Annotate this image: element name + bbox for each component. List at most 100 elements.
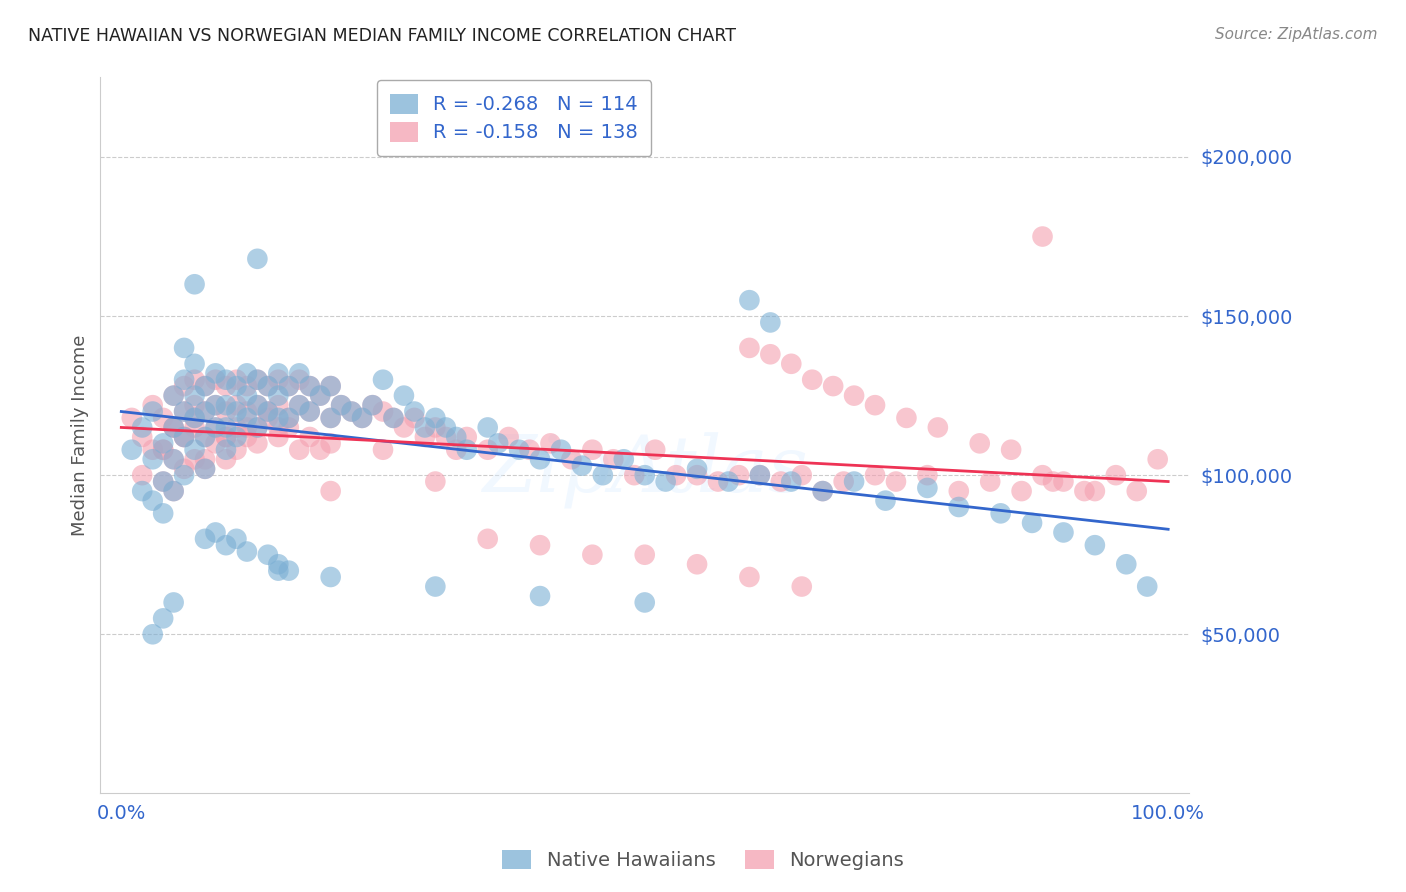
Point — [225, 379, 247, 393]
Point — [319, 411, 342, 425]
Point — [298, 379, 321, 393]
Point — [748, 468, 770, 483]
Point — [288, 398, 311, 412]
Point — [550, 442, 572, 457]
Point — [352, 411, 374, 425]
Point — [382, 411, 405, 425]
Point — [707, 475, 730, 489]
Point — [1136, 580, 1159, 594]
Point — [1031, 229, 1053, 244]
Point — [446, 430, 468, 444]
Point — [204, 436, 226, 450]
Point — [267, 420, 290, 434]
Point — [780, 357, 803, 371]
Point — [162, 595, 184, 609]
Point — [162, 452, 184, 467]
Point — [225, 404, 247, 418]
Point — [790, 580, 813, 594]
Point — [319, 379, 342, 393]
Point — [225, 373, 247, 387]
Point — [738, 341, 761, 355]
Point — [875, 493, 897, 508]
Point — [204, 420, 226, 434]
Point — [194, 462, 217, 476]
Point — [215, 452, 238, 467]
Point — [152, 475, 174, 489]
Point — [352, 411, 374, 425]
Point — [382, 411, 405, 425]
Point — [434, 430, 457, 444]
Point — [173, 462, 195, 476]
Point — [183, 357, 205, 371]
Point — [319, 570, 342, 584]
Point — [425, 420, 447, 434]
Point — [277, 411, 299, 425]
Point — [896, 411, 918, 425]
Point — [456, 430, 478, 444]
Point — [581, 548, 603, 562]
Point — [194, 404, 217, 418]
Point — [330, 398, 353, 412]
Y-axis label: Median Family Income: Median Family Income — [72, 334, 89, 536]
Point — [152, 507, 174, 521]
Point — [519, 442, 541, 457]
Point — [173, 430, 195, 444]
Point — [267, 558, 290, 572]
Point — [236, 389, 259, 403]
Point — [277, 420, 299, 434]
Point — [811, 484, 834, 499]
Point — [173, 404, 195, 418]
Point — [1000, 442, 1022, 457]
Point — [717, 475, 740, 489]
Point — [686, 468, 709, 483]
Point — [246, 398, 269, 412]
Point — [613, 452, 636, 467]
Legend: R = -0.268   N = 114, R = -0.158   N = 138: R = -0.268 N = 114, R = -0.158 N = 138 — [377, 80, 651, 156]
Point — [194, 452, 217, 467]
Point — [236, 404, 259, 418]
Point — [183, 373, 205, 387]
Point — [183, 277, 205, 292]
Point — [842, 475, 865, 489]
Point — [267, 373, 290, 387]
Point — [215, 373, 238, 387]
Point — [1031, 468, 1053, 483]
Point — [330, 398, 353, 412]
Point — [738, 293, 761, 308]
Point — [236, 379, 259, 393]
Point — [686, 462, 709, 476]
Point — [728, 468, 751, 483]
Point — [371, 442, 394, 457]
Point — [236, 544, 259, 558]
Point — [644, 442, 666, 457]
Point — [183, 398, 205, 412]
Point — [361, 398, 384, 412]
Point — [121, 411, 143, 425]
Point — [425, 580, 447, 594]
Point — [267, 411, 290, 425]
Point — [257, 404, 280, 418]
Point — [194, 532, 217, 546]
Point — [225, 532, 247, 546]
Point — [863, 398, 886, 412]
Point — [413, 420, 436, 434]
Point — [1105, 468, 1128, 483]
Point — [404, 404, 426, 418]
Point — [361, 398, 384, 412]
Point — [309, 442, 332, 457]
Point — [121, 442, 143, 457]
Point — [477, 442, 499, 457]
Point — [425, 411, 447, 425]
Point — [236, 411, 259, 425]
Point — [277, 411, 299, 425]
Point — [246, 436, 269, 450]
Point — [288, 442, 311, 457]
Point — [277, 379, 299, 393]
Point — [183, 442, 205, 457]
Point — [917, 468, 939, 483]
Point — [236, 420, 259, 434]
Point — [267, 430, 290, 444]
Point — [267, 564, 290, 578]
Point — [142, 404, 165, 418]
Point — [748, 468, 770, 483]
